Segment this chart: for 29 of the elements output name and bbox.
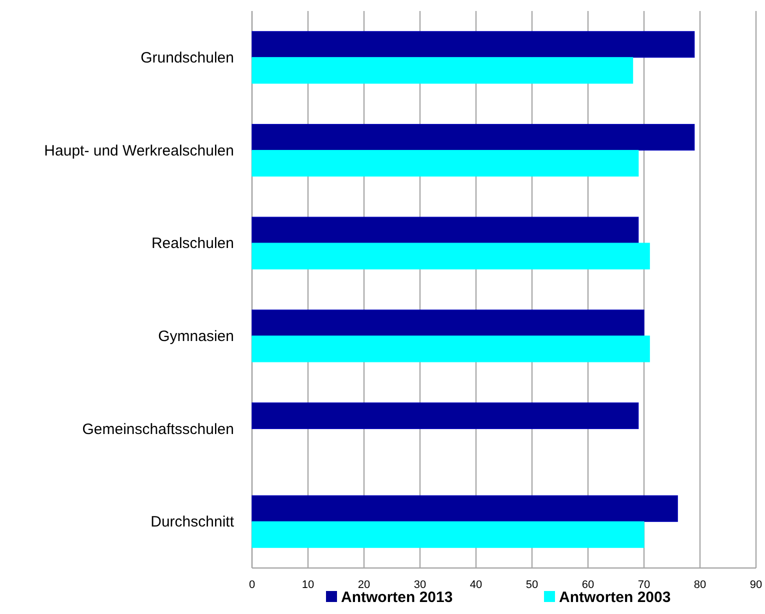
bar — [252, 124, 695, 151]
y-tick-label: Durchschnitt — [150, 514, 235, 531]
x-tick-label: 80 — [694, 579, 706, 591]
bar — [252, 336, 650, 362]
y-tick-label: Gemeinschaftsschulen — [82, 420, 234, 438]
y-tick-label: Realschulen — [151, 235, 234, 252]
bar — [252, 31, 695, 58]
bar — [252, 402, 639, 430]
bar — [252, 521, 644, 548]
y-tick-label: Grundschulen — [140, 49, 234, 66]
bar — [252, 216, 639, 244]
x-tick-label: 50 — [526, 579, 538, 591]
bar — [252, 495, 678, 522]
x-tick-label: 60 — [582, 579, 594, 591]
x-tick-label: 10 — [302, 579, 314, 591]
bar — [252, 310, 644, 336]
x-tick-label: 20 — [358, 579, 370, 591]
x-tick-label: 70 — [638, 579, 650, 591]
y-tick-label: Haupt- und Werkrealschulen — [44, 142, 234, 160]
bar — [252, 150, 639, 177]
y-tick-label: Gymnasien — [158, 328, 234, 345]
x-tick-label: 0 — [248, 579, 256, 591]
x-tick-label: 90 — [750, 579, 762, 591]
x-tick-label: 30 — [414, 579, 426, 591]
legend-label: Antworten 2003 — [559, 589, 671, 606]
bar — [252, 57, 634, 84]
legend-label: Antworten 2013 — [341, 589, 453, 606]
bar — [252, 242, 650, 270]
x-tick-label: 40 — [470, 579, 482, 591]
